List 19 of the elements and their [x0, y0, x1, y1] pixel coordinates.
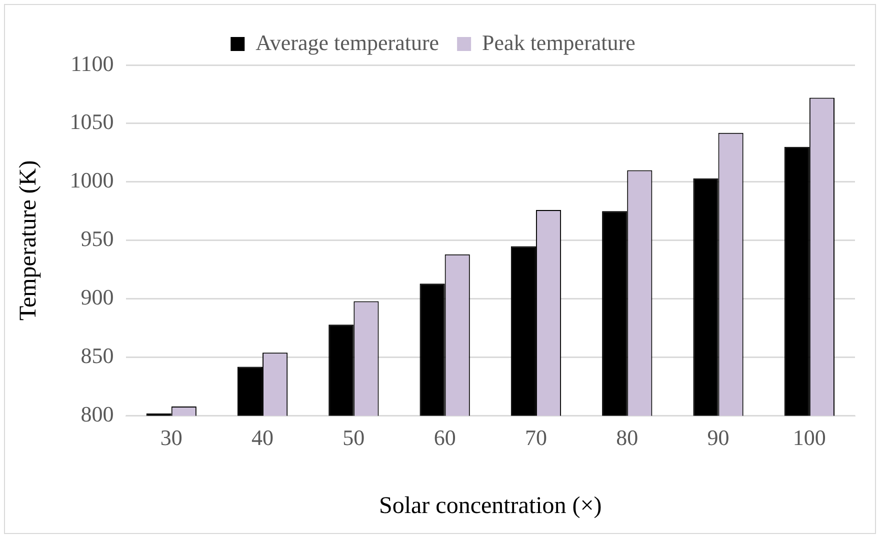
x-tick-label: 40 — [252, 424, 274, 450]
x-tick-label: 100 — [792, 424, 826, 450]
y-tick-label: 1000 — [70, 168, 114, 193]
x-tick-label: 30 — [160, 424, 182, 450]
x-tick-label: 90 — [707, 424, 730, 450]
x-tick-label: 80 — [616, 424, 638, 450]
y-tick-label: 800 — [80, 402, 114, 427]
legend-label: Peak temperature — [482, 30, 636, 55]
y-tick-label: 950 — [80, 226, 114, 252]
y-axis-title: Temperature (K) — [16, 160, 42, 321]
y-tick-label: 900 — [80, 284, 114, 310]
y-tick-label: 1050 — [70, 109, 114, 134]
x-tick-label: 60 — [434, 424, 456, 450]
x-tick-label: 70 — [524, 424, 547, 450]
y-tick-label: 850 — [80, 343, 114, 368]
legend-label: Average temperature — [256, 30, 440, 55]
x-tick-label: 50 — [342, 424, 365, 450]
x-axis-title: Solar concentration (×) — [379, 492, 602, 519]
y-tick-label: 1100 — [70, 50, 114, 76]
